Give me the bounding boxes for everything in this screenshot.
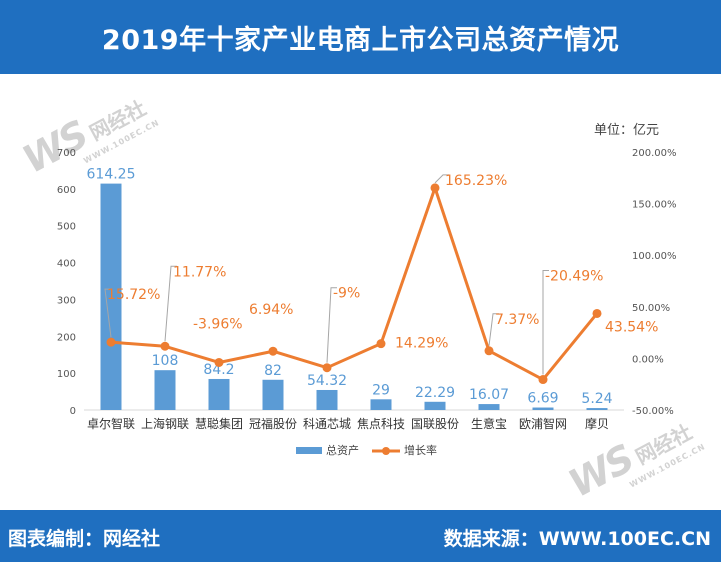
y-right-tick-label: 100.00% bbox=[632, 251, 677, 262]
y-right-tick-label: -50.00% bbox=[632, 406, 674, 417]
bar bbox=[532, 407, 554, 410]
line-data-label: -9% bbox=[333, 286, 360, 302]
x-tick-label: 国联股份 bbox=[411, 417, 459, 431]
line-data-label: 15.72% bbox=[107, 287, 160, 303]
bar-data-label: 108 bbox=[152, 353, 179, 369]
y-left-tick-label: 300 bbox=[57, 295, 76, 306]
x-tick-label: 摩贝 bbox=[585, 416, 609, 431]
y-left-tick-label: 100 bbox=[57, 369, 76, 380]
line-data-label: 6.94% bbox=[249, 302, 293, 318]
line-point bbox=[322, 363, 332, 373]
bar-data-label: 22.29 bbox=[415, 385, 455, 401]
y-right-tick-label: 50.00% bbox=[632, 303, 670, 314]
line-data-label: -3.96% bbox=[193, 316, 243, 332]
x-tick-label: 上海钢联 bbox=[141, 416, 189, 431]
footer-source: 数据来源：WWW.100EC.CN bbox=[443, 528, 711, 550]
x-tick-label: 冠福股份 bbox=[249, 416, 297, 431]
bar-data-label: 5.24 bbox=[581, 391, 612, 407]
bar-data-label: 54.32 bbox=[307, 373, 347, 389]
leader-line bbox=[434, 174, 449, 184]
y-left-tick-label: 600 bbox=[57, 185, 76, 196]
bar-data-label: 6.69 bbox=[527, 391, 558, 407]
title-bar: 2019年十家产业电商上市公司总资产情况 bbox=[0, 0, 721, 74]
bar-data-label: 16.07 bbox=[469, 387, 509, 403]
line-point bbox=[268, 346, 278, 356]
bar-data-label: 84.2 bbox=[203, 362, 234, 378]
bar bbox=[478, 404, 500, 410]
x-tick-label: 焦点科技 bbox=[357, 417, 405, 431]
bar bbox=[208, 378, 230, 410]
bar-data-label: 614.25 bbox=[87, 167, 136, 183]
line-point bbox=[430, 183, 440, 193]
line-data-label: 165.23% bbox=[445, 173, 507, 189]
x-tick-label: 科通芯城 bbox=[303, 417, 351, 431]
legend-line-marker bbox=[382, 447, 390, 455]
line-point bbox=[214, 357, 224, 367]
legend-bar-label: 总资产 bbox=[326, 443, 359, 457]
footer-credit: 图表编制：网经社 bbox=[8, 528, 161, 550]
line-point bbox=[538, 375, 548, 385]
legend-line-label: 增长率 bbox=[404, 443, 437, 457]
y-left-tick-label: 700 bbox=[57, 148, 76, 159]
footer-bar: 图表编制：网经社 数据来源：WWW.100EC.CN bbox=[0, 510, 721, 562]
leader-line bbox=[326, 287, 337, 363]
line-point bbox=[484, 346, 494, 356]
y-left-tick-label: 500 bbox=[57, 222, 76, 233]
bar-data-label: 82 bbox=[264, 363, 282, 379]
growth-line bbox=[110, 186, 599, 382]
y-left-tick-label: 400 bbox=[57, 259, 76, 270]
page-title: 2019年十家产业电商上市公司总资产情况 bbox=[101, 24, 620, 56]
x-tick-label: 欧浦智网 bbox=[519, 416, 567, 431]
unit-label: 单位：亿元 bbox=[594, 123, 660, 138]
bar-data-label: 29 bbox=[372, 382, 390, 398]
y-left-tick-label: 200 bbox=[57, 332, 76, 343]
line-data-label: 7.37% bbox=[495, 312, 539, 328]
line-data-label: 14.29% bbox=[395, 336, 448, 352]
x-tick-label: 卓尔智联 bbox=[87, 416, 135, 431]
y-right-tick-label: 150.00% bbox=[632, 200, 677, 211]
bar bbox=[586, 408, 608, 410]
line-data-label: 11.77% bbox=[173, 264, 226, 280]
bar bbox=[100, 183, 122, 410]
bar bbox=[262, 379, 284, 410]
legend-bar-swatch bbox=[296, 447, 322, 454]
line-point bbox=[376, 339, 386, 349]
leader-line bbox=[104, 288, 112, 338]
y-right-tick-label: 0.00% bbox=[632, 354, 664, 365]
bar bbox=[424, 401, 446, 410]
line-point bbox=[106, 337, 116, 347]
y-right-tick-label: 200.00% bbox=[632, 148, 677, 159]
bar bbox=[370, 399, 392, 410]
line-data-label: 43.54% bbox=[605, 319, 658, 335]
x-tick-label: 生意宝 bbox=[471, 416, 507, 431]
line-point bbox=[160, 341, 170, 351]
bar bbox=[154, 370, 176, 410]
x-tick-label: 慧聪集团 bbox=[195, 416, 243, 431]
leader-line bbox=[542, 270, 549, 375]
bar bbox=[316, 389, 338, 410]
line-point bbox=[592, 308, 602, 318]
y-left-tick-label: 0 bbox=[70, 406, 76, 417]
leader-line bbox=[488, 313, 499, 346]
line-data-label: -20.49% bbox=[545, 269, 603, 285]
leader-line bbox=[164, 265, 177, 342]
